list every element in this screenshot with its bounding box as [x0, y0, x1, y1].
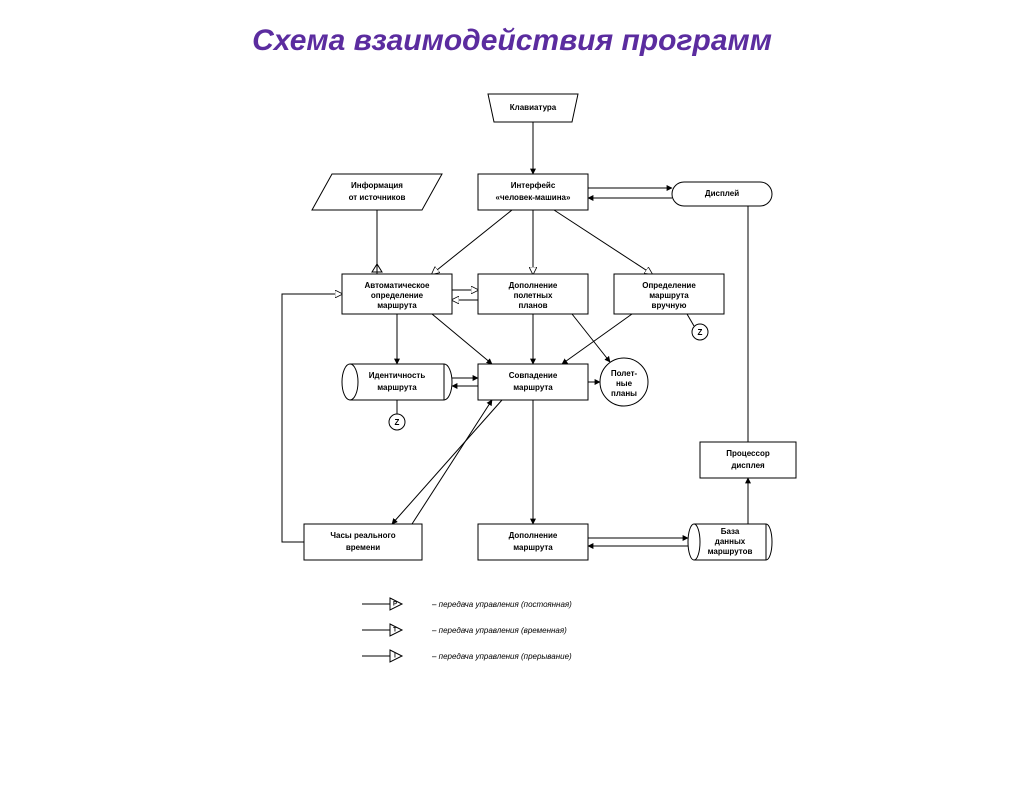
svg-text:T: T: [393, 628, 397, 634]
node-display-label: Дисплей: [705, 189, 739, 198]
svg-text:маршрута: маршрута: [513, 383, 553, 392]
node-match: [478, 364, 588, 400]
svg-text:Z: Z: [698, 328, 703, 337]
svg-text:Определение: Определение: [642, 281, 696, 290]
svg-text:маршрутов: маршрутов: [708, 547, 753, 556]
node-keyboard-label: Клавиатура: [510, 103, 557, 112]
svg-text:Дополнение: Дополнение: [509, 281, 558, 290]
svg-text:База: База: [721, 527, 740, 536]
node-info: [312, 174, 442, 210]
node-clock: [304, 524, 422, 560]
svg-text:дисплея: дисплея: [731, 461, 765, 470]
svg-text:Автоматическое: Автоматическое: [365, 281, 431, 290]
svg-text:Z: Z: [395, 418, 400, 427]
node-doproute: [478, 524, 588, 560]
svg-text:P: P: [393, 602, 397, 608]
legend-row-0: – передача управления (постоянная): [431, 600, 572, 609]
legend-row-2: – передача управления (прерывание): [431, 652, 572, 661]
svg-text:маршрута: маршрута: [513, 543, 553, 552]
svg-text:Интерфейс: Интерфейс: [511, 181, 556, 190]
svg-text:Дополнение: Дополнение: [509, 531, 558, 540]
svg-text:планы: планы: [611, 389, 637, 398]
node-interface: [478, 174, 588, 210]
svg-text:планов: планов: [519, 301, 548, 310]
svg-text:времени: времени: [346, 543, 380, 552]
flowchart: Клавиатура Информация от источников Инте…: [132, 64, 892, 704]
svg-text:Совпадение: Совпадение: [509, 371, 558, 380]
svg-text:от источников: от источников: [349, 193, 406, 202]
svg-text:вручную: вручную: [652, 301, 687, 310]
node-processor: [700, 442, 796, 478]
node-identity: [342, 364, 452, 400]
legend-row-1: – передача управления (временная): [431, 626, 567, 635]
svg-text:Идентичность: Идентичность: [369, 371, 426, 380]
svg-text:маршрута: маршрута: [649, 291, 689, 300]
svg-text:Часы реального: Часы реального: [330, 531, 395, 540]
svg-text:Полет-: Полет-: [611, 369, 638, 378]
svg-text:«человек-машина»: «человек-машина»: [496, 193, 571, 202]
page-title: Схема взаимодействия программ: [0, 24, 1024, 58]
svg-text:полетных: полетных: [514, 291, 553, 300]
svg-text:Информация: Информация: [351, 181, 403, 190]
svg-text:данных: данных: [715, 537, 746, 546]
svg-text:маршрута: маршрута: [377, 301, 417, 310]
svg-text:Процессор: Процессор: [726, 449, 770, 458]
legend: P – передача управления (постоянная) T –…: [362, 598, 572, 662]
svg-text:маршрута: маршрута: [377, 383, 417, 392]
svg-text:ные: ные: [616, 379, 633, 388]
svg-text:определение: определение: [371, 291, 424, 300]
